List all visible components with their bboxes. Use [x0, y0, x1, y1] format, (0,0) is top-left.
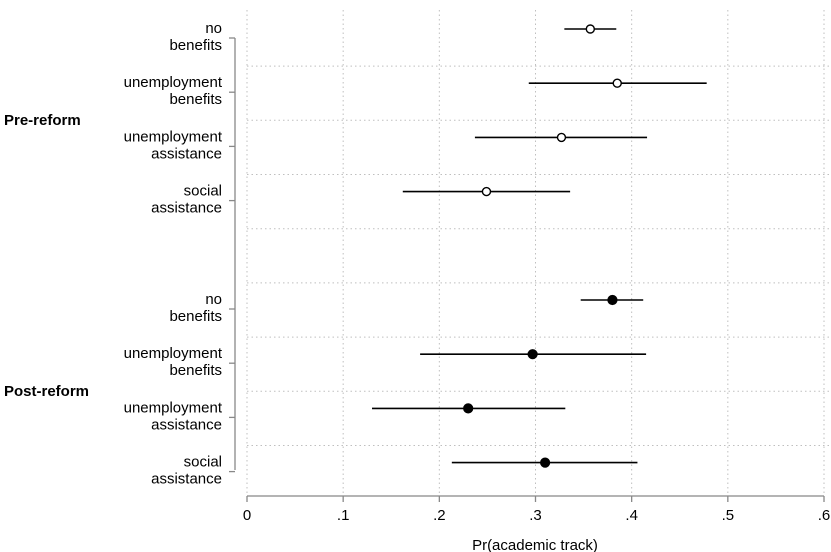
point-estimate	[463, 403, 474, 414]
point-estimate	[556, 132, 567, 143]
row-label-line1: unemployment	[124, 128, 223, 145]
x-tick-label: .5	[722, 507, 735, 524]
point-estimate	[607, 294, 618, 306]
row-label-line2: benefits	[169, 91, 222, 108]
group-label: Post-reform	[4, 383, 89, 400]
row-label-line2: assistance	[151, 471, 222, 488]
mark-layer	[372, 24, 707, 468]
label-layer: Pre-reformnobenefitsunemploymentbenefits…	[4, 20, 223, 488]
row-label-line1: unemployment	[124, 399, 223, 416]
row-label-line1: no	[205, 291, 222, 308]
point-estimate	[612, 78, 622, 88]
row-label-line1: no	[205, 20, 222, 37]
grid-layer	[246, 10, 831, 496]
row-label-line1: social	[184, 454, 222, 471]
row-label-line2: benefits	[169, 308, 222, 325]
x-tick-label: .4	[625, 507, 638, 524]
x-tick-label: 0	[243, 507, 251, 524]
row-label-line2: benefits	[169, 362, 222, 379]
point-estimate	[481, 186, 492, 197]
group-label: Pre-reform	[4, 112, 81, 129]
point-estimate	[527, 349, 538, 360]
x-axis-label: Pr(academic track)	[472, 537, 598, 552]
row-label-line2: assistance	[151, 416, 222, 433]
row-label-line2: assistance	[151, 200, 222, 217]
x-tick-label: .1	[337, 507, 350, 524]
x-tick-label: .6	[818, 507, 831, 524]
row-label-line2: assistance	[151, 145, 222, 162]
point-estimate	[540, 457, 551, 468]
row-label-line1: unemployment	[124, 74, 223, 91]
row-label-line1: social	[184, 183, 222, 200]
x-tick-label: .2	[433, 507, 446, 524]
point-estimate	[585, 24, 596, 34]
x-tick-label: .3	[529, 507, 542, 524]
axis-layer: 0 .1 .2 .3 .4 .5 .6	[229, 37, 831, 524]
row-label-line1: unemployment	[124, 345, 223, 362]
row-label-line2: benefits	[169, 37, 222, 54]
